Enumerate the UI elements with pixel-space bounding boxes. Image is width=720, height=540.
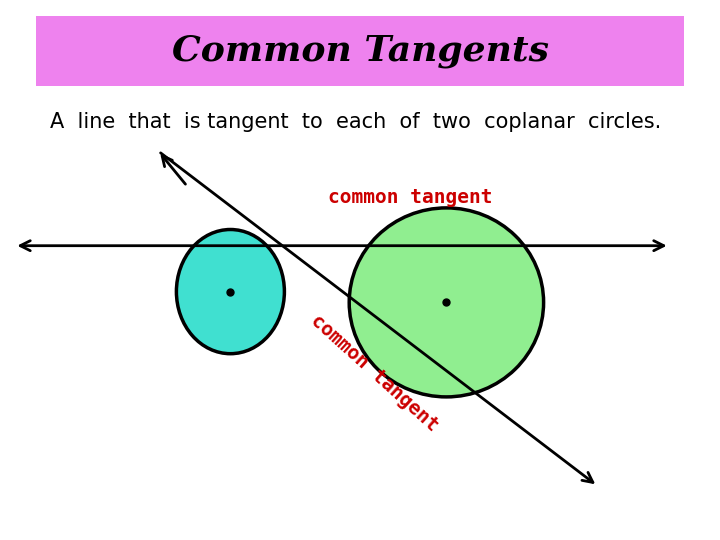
- Text: common tangent: common tangent: [307, 310, 442, 435]
- Text: A  line  that  is tangent  to  each  of  two  coplanar  circles.: A line that is tangent to each of two co…: [50, 111, 662, 132]
- Bar: [36, 16, 684, 86]
- Ellipse shape: [349, 208, 544, 397]
- Text: Common Tangents: Common Tangents: [171, 35, 549, 68]
- Ellipse shape: [176, 230, 284, 354]
- Text: common tangent: common tangent: [328, 187, 492, 207]
